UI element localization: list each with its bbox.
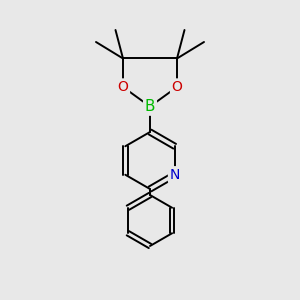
Text: O: O (118, 80, 128, 94)
Text: N: N (169, 168, 180, 182)
Text: O: O (172, 80, 182, 94)
Text: B: B (145, 99, 155, 114)
